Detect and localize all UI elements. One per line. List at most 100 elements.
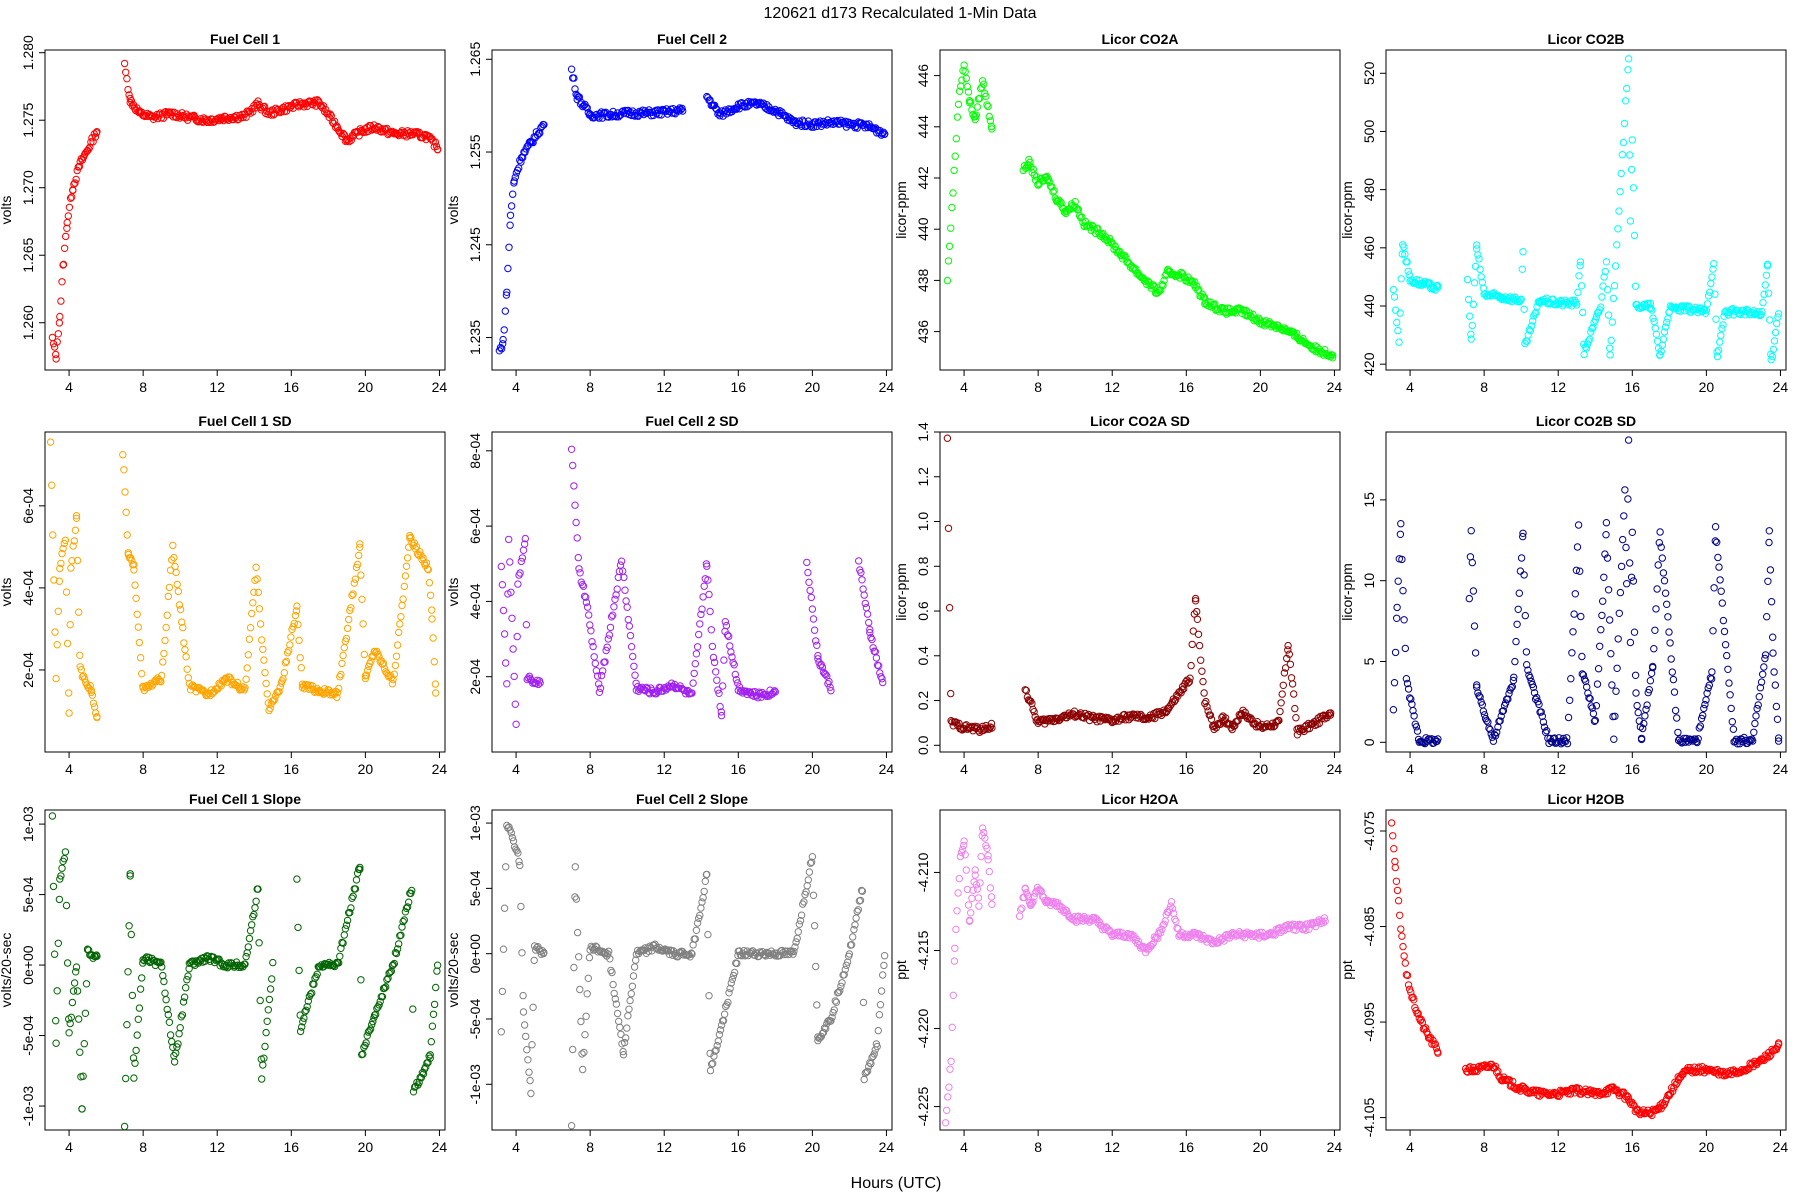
- data-point: [1531, 695, 1540, 703]
- data-point: [1026, 158, 1034, 167]
- data-point: [50, 950, 59, 958]
- data-point: [89, 699, 98, 707]
- x-tick-label: 4: [1406, 379, 1414, 395]
- data-point: [988, 125, 996, 133]
- data-point: [669, 951, 677, 959]
- data-point: [73, 556, 82, 565]
- data-point: [401, 572, 410, 580]
- data-point: [1157, 286, 1165, 294]
- y-tick-label: 440: [915, 217, 931, 241]
- data-point: [865, 618, 873, 627]
- data-point: [626, 996, 634, 1005]
- data-point: [1517, 295, 1525, 303]
- x-tick-label: 8: [139, 1139, 147, 1155]
- x-tick-label: 12: [1104, 761, 1120, 777]
- data-point: [518, 554, 527, 562]
- data-point: [1100, 234, 1108, 243]
- data-point: [379, 659, 388, 668]
- data-point: [1198, 667, 1206, 675]
- data-point: [86, 681, 94, 690]
- data-point: [1397, 925, 1405, 933]
- data-point: [569, 1045, 577, 1054]
- data-point: [853, 907, 861, 916]
- data-point: [567, 1122, 576, 1130]
- data-point: [418, 1069, 427, 1077]
- y-tick-label: 15: [1361, 492, 1377, 508]
- data-point: [1018, 904, 1026, 912]
- data-point: [1771, 681, 1780, 689]
- data-point: [252, 563, 260, 571]
- data-point: [429, 634, 437, 642]
- data-point: [1105, 926, 1114, 934]
- data-point: [794, 928, 802, 936]
- data-point: [1288, 680, 1297, 688]
- data-point: [138, 670, 146, 678]
- data-point: [878, 675, 886, 683]
- data-point: [955, 874, 963, 883]
- data-point: [616, 1023, 624, 1032]
- data-point: [391, 948, 400, 957]
- data-point: [1548, 738, 1557, 746]
- data-point: [120, 59, 129, 68]
- data-point: [59, 260, 68, 269]
- data-point: [866, 628, 874, 637]
- data-point: [433, 967, 441, 975]
- data-point: [1602, 531, 1610, 539]
- data-point: [1160, 706, 1168, 714]
- data-point: [1663, 600, 1671, 608]
- data-point: [54, 939, 62, 947]
- data-point: [689, 679, 697, 687]
- data-point: [606, 623, 615, 632]
- data-point: [726, 642, 734, 650]
- data-point: [148, 682, 156, 690]
- data-point: [809, 615, 818, 623]
- data-point: [866, 625, 874, 634]
- data-point: [720, 656, 728, 664]
- data-point: [1629, 577, 1638, 585]
- data-point: [610, 603, 618, 611]
- data-point: [1397, 520, 1405, 528]
- data-point: [123, 1020, 131, 1029]
- data-point: [1486, 725, 1494, 734]
- data-point: [1761, 281, 1770, 289]
- data-point: [977, 852, 985, 861]
- data-point: [1599, 282, 1607, 290]
- data-point: [509, 645, 517, 653]
- data-point: [1598, 293, 1606, 301]
- data-point: [521, 534, 529, 543]
- data-point: [1141, 277, 1150, 285]
- data-point: [1765, 538, 1773, 547]
- y-tick-label: -4.105: [1361, 1098, 1377, 1138]
- data-point: [1717, 587, 1725, 595]
- x-tick-label: 12: [209, 1139, 225, 1155]
- data-point: [1157, 929, 1165, 937]
- data-point: [71, 526, 80, 534]
- data-point: [432, 983, 440, 992]
- data-point: [705, 590, 713, 599]
- data-point: [428, 606, 436, 614]
- data-point: [1626, 217, 1635, 225]
- data-point: [1564, 713, 1573, 722]
- figure-xlabel: Hours (UTC): [851, 1175, 942, 1192]
- data-point: [508, 833, 517, 842]
- data-point: [1774, 310, 1783, 318]
- data-point: [831, 997, 839, 1005]
- data-point: [1035, 885, 1044, 894]
- data-point: [194, 959, 203, 967]
- data-point: [396, 620, 404, 628]
- data-point: [723, 631, 732, 639]
- data-point: [1616, 588, 1625, 597]
- x-tick-label: 4: [1406, 1139, 1414, 1155]
- data-point: [180, 639, 188, 647]
- data-point: [1570, 610, 1578, 618]
- data-point: [1526, 327, 1535, 335]
- data-point: [963, 82, 972, 91]
- x-tick-label: 20: [1253, 379, 1269, 395]
- data-point: [1398, 250, 1407, 258]
- data-point: [179, 998, 188, 1006]
- x-tick-label: 16: [1625, 761, 1641, 777]
- data-point: [988, 724, 996, 732]
- data-point: [72, 175, 80, 184]
- data-point: [1708, 273, 1716, 281]
